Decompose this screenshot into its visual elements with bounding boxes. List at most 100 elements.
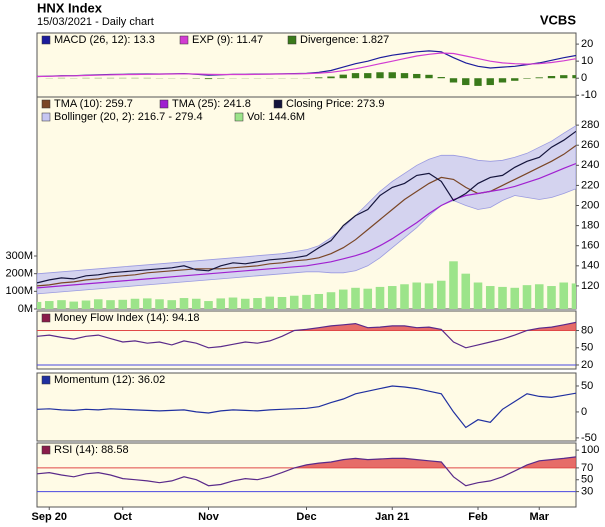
y-tick-label: 240 — [581, 159, 599, 171]
line — [37, 162, 576, 289]
legend-label: RSI (14): 88.58 — [54, 444, 129, 456]
x-tick-label: Oct — [114, 511, 133, 523]
bar — [522, 285, 532, 309]
bar — [44, 301, 54, 309]
y-tick-label: 0 — [581, 72, 587, 84]
panel-background — [36, 442, 577, 508]
y-tick-label: 140 — [581, 260, 599, 272]
chart-title: HNX Index — [37, 0, 103, 15]
bar — [240, 298, 250, 309]
source: VCBS — [540, 12, 576, 27]
legend-swatch — [41, 313, 51, 323]
legend-label: Divergence: 1.827 — [300, 34, 389, 46]
bar — [142, 298, 152, 309]
legend-swatch — [287, 35, 297, 45]
bar — [560, 75, 568, 79]
threshold-fill — [294, 322, 576, 331]
y-tick-label: 280 — [581, 119, 599, 131]
legend-label: Closing Price: 273.9 — [286, 98, 384, 110]
bar — [253, 298, 262, 309]
legend-label: TMA (10): 259.7 — [54, 98, 133, 110]
y-tick-label: 20 — [581, 38, 593, 50]
bar — [106, 300, 115, 309]
y-tick-label: 200 — [581, 199, 599, 211]
y-tick-label: 260 — [581, 139, 599, 151]
bar — [57, 300, 66, 309]
bar — [375, 286, 385, 309]
panel-background — [36, 32, 577, 98]
bar — [351, 287, 360, 309]
legend-swatch — [179, 35, 189, 45]
panel-background — [36, 372, 577, 442]
y-tick-label: 50 — [581, 342, 593, 354]
bar — [327, 76, 335, 79]
y-tick-label: 30 — [581, 485, 593, 497]
bar — [326, 292, 336, 309]
line — [37, 321, 576, 349]
plot-area — [37, 321, 576, 366]
bar — [167, 300, 177, 309]
bar — [228, 297, 238, 309]
bar — [547, 76, 556, 79]
legend-swatch — [234, 112, 244, 122]
bar — [547, 286, 556, 309]
bar — [204, 301, 213, 309]
bar — [387, 286, 397, 309]
bar — [437, 77, 445, 79]
bar — [314, 293, 324, 309]
legend-swatch — [273, 99, 283, 109]
bar — [498, 286, 507, 309]
plot-area — [37, 385, 576, 429]
bar — [461, 273, 471, 309]
y-tick-label: 180 — [581, 220, 599, 232]
x-tick-label: Sep 20 — [32, 511, 67, 523]
y-tick-label: 20 — [581, 359, 593, 371]
plot-area — [37, 456, 576, 493]
y-tick-label: 160 — [581, 240, 599, 252]
bar — [351, 73, 360, 79]
y-tick-label: 80 — [581, 324, 593, 336]
line — [37, 52, 576, 78]
bar — [179, 298, 189, 309]
bar — [376, 72, 384, 79]
plot-area — [37, 125, 576, 309]
bar — [486, 78, 494, 86]
bar — [265, 296, 275, 309]
legend-label: Vol: 144.6M — [247, 111, 305, 123]
legend-label: Money Flow Index (14): 94.18 — [54, 312, 200, 324]
bar — [534, 284, 544, 309]
bar — [510, 287, 520, 309]
bar — [364, 73, 372, 79]
line — [37, 385, 576, 429]
y2-tick-label: 300M — [5, 250, 33, 262]
bar — [498, 78, 507, 83]
y-tick-label: -10 — [581, 89, 597, 101]
legend-swatch — [41, 112, 51, 122]
x-tick-label: Dec — [296, 511, 316, 523]
bar — [559, 282, 569, 309]
y-tick-label: -50 — [581, 432, 597, 444]
chart-subtitle: 15/03/2021 - Daily chart — [37, 16, 154, 28]
bar — [204, 78, 213, 80]
bar — [474, 78, 482, 86]
bar — [412, 282, 422, 309]
x-tick-label: Mar — [529, 511, 549, 523]
line — [37, 456, 576, 487]
legend-swatch — [41, 35, 51, 45]
x-tick-label: Feb — [468, 511, 488, 523]
bar — [449, 78, 458, 83]
bar — [485, 286, 495, 309]
y-tick-label: 50 — [581, 474, 593, 486]
bar — [511, 78, 519, 81]
bar — [277, 296, 287, 309]
bar — [338, 289, 348, 309]
legend-swatch — [41, 445, 51, 455]
bar — [339, 74, 347, 79]
bar — [473, 282, 483, 309]
bar — [302, 294, 311, 309]
bar — [118, 299, 128, 309]
bar — [449, 261, 458, 309]
bar — [388, 72, 396, 79]
bar — [315, 77, 323, 79]
